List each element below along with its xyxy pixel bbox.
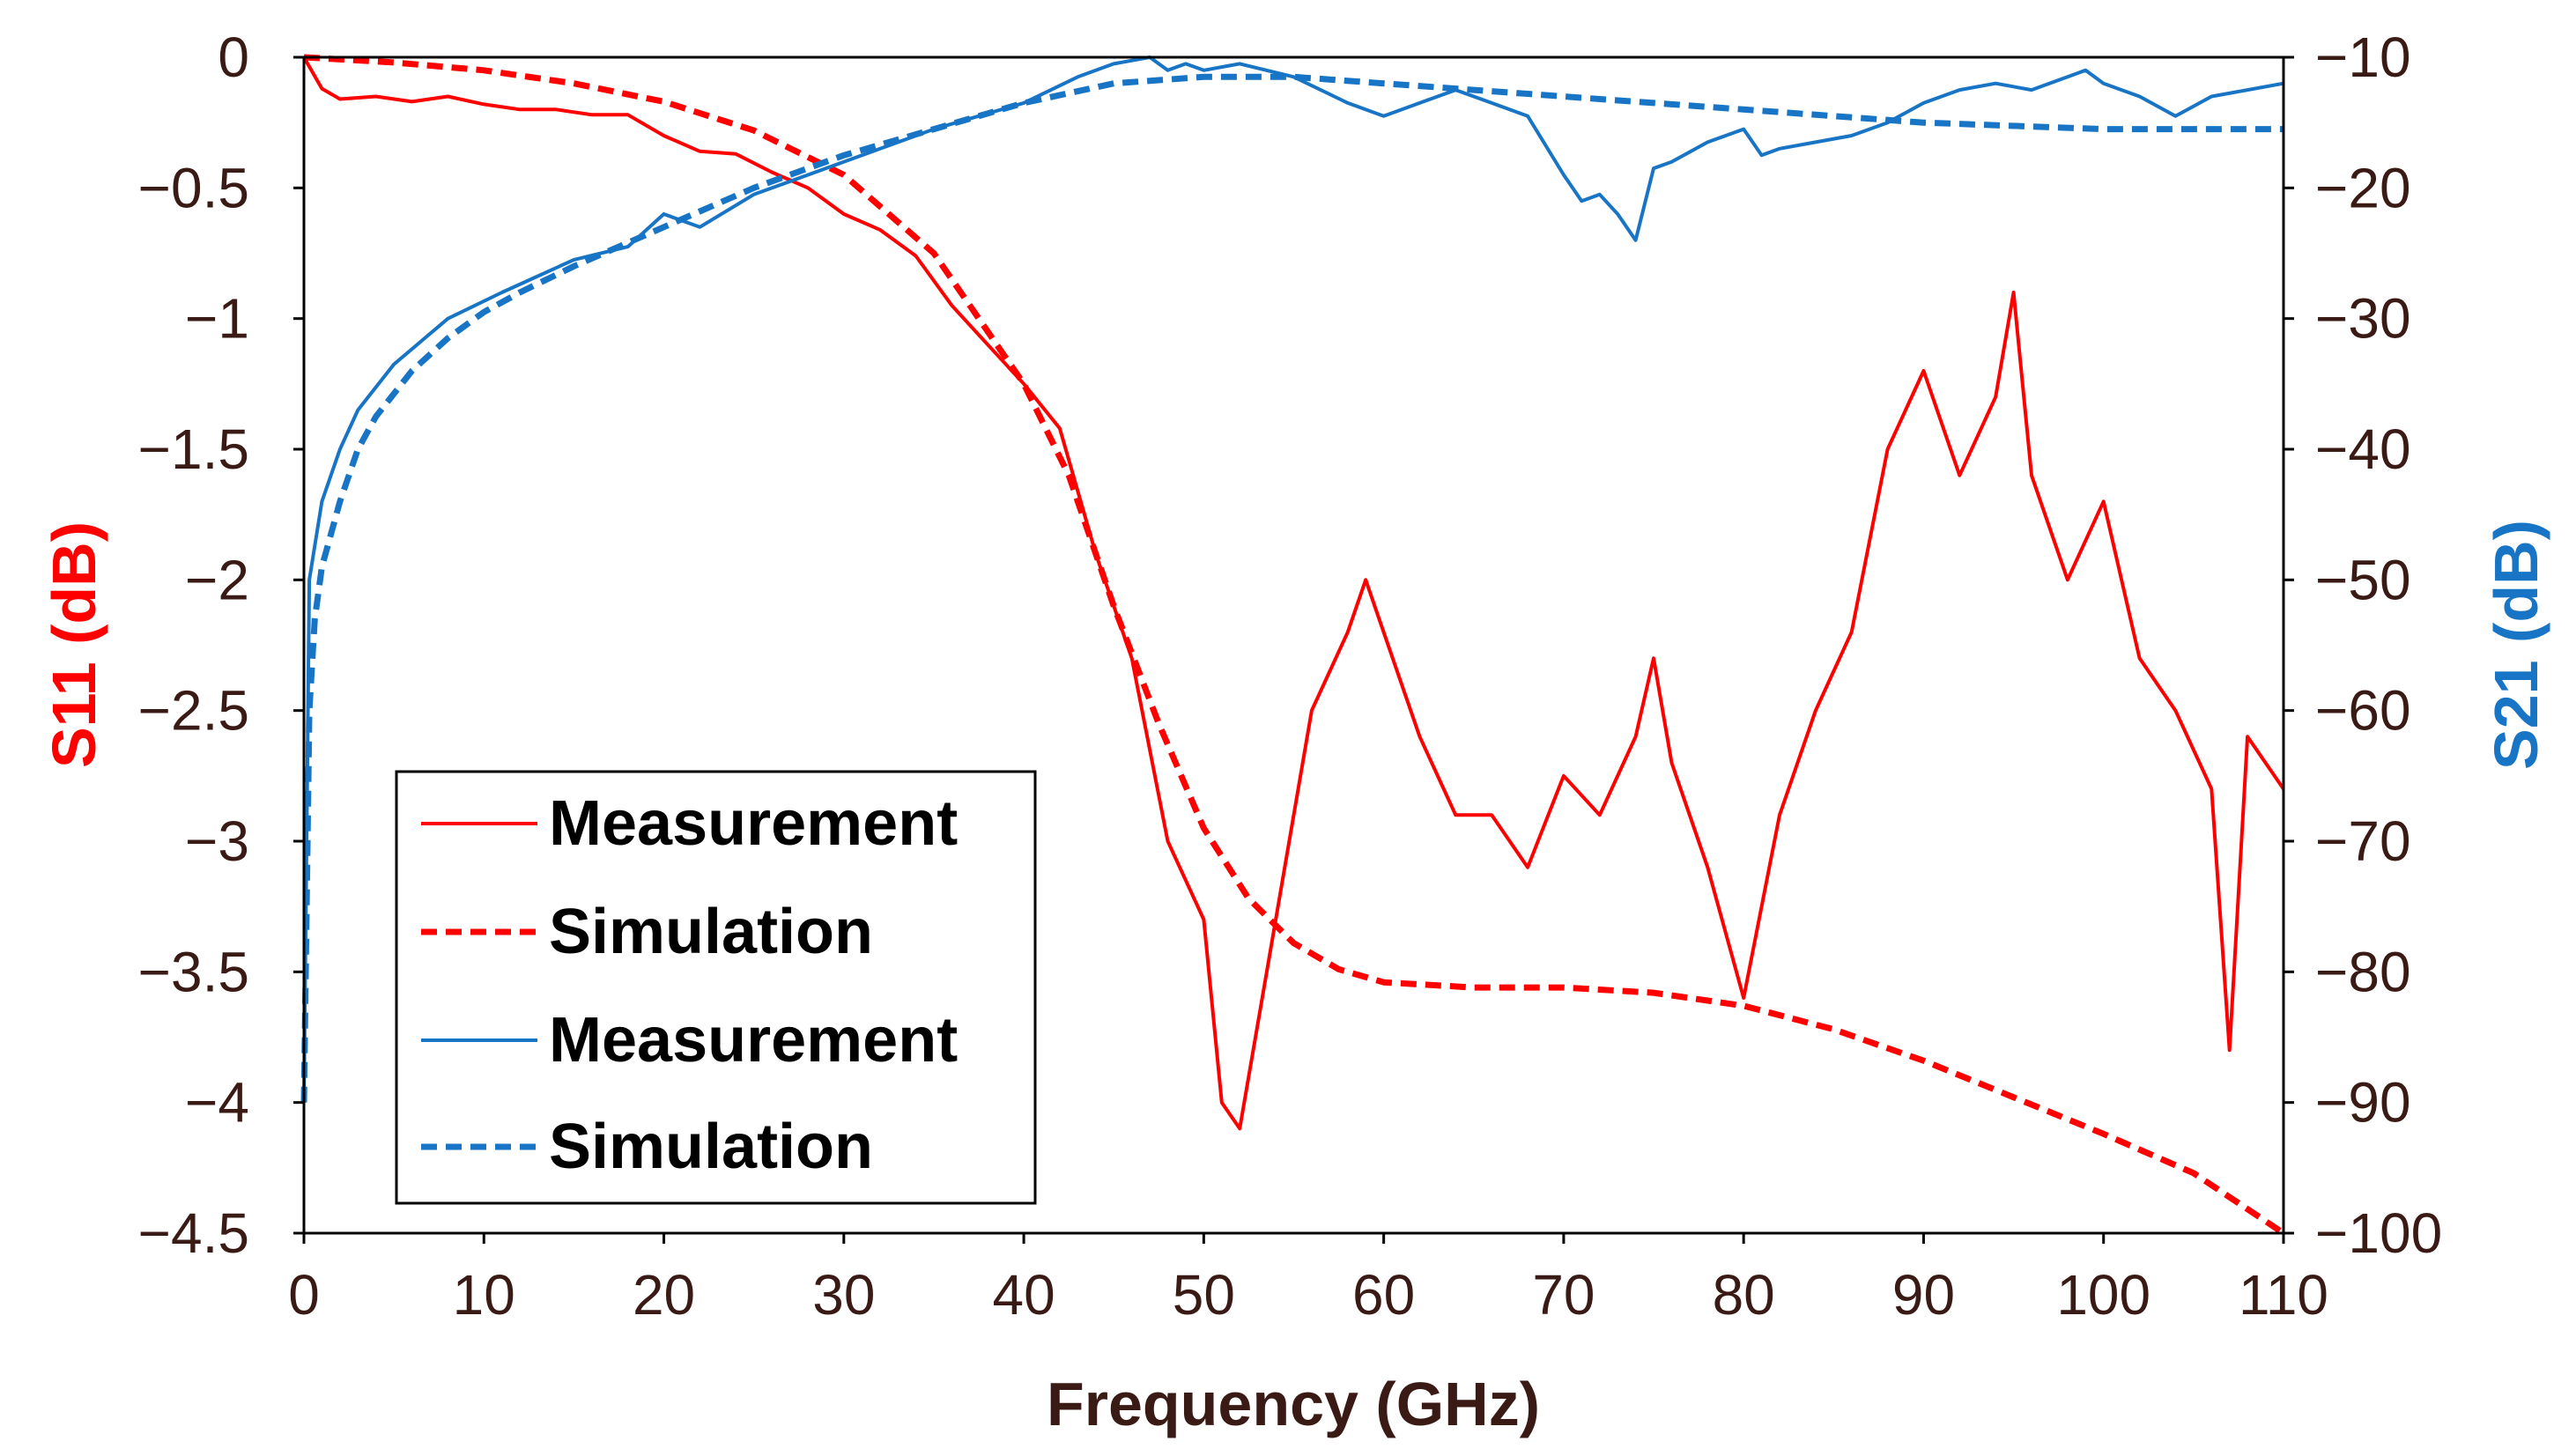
x-tick-label: 70 [1532,1263,1595,1327]
y-axis-right-title: S21 (dB) [2482,520,2550,770]
y-right-tick-label: −20 [2315,156,2411,219]
plot-lines [300,54,2285,1236]
x-tick-label: 50 [1173,1263,1235,1327]
series-line-s21-sim [300,73,2284,1103]
y-right-tick-label: −90 [2315,1071,2411,1134]
x-tick-label: 80 [1713,1263,1775,1327]
y-axis-right: −10 −20 −30 −40 −50 −60 −70 −80 −90 −100 [2284,26,2442,1265]
y-right-tick-label: −80 [2315,940,2411,1003]
x-tick-label: 100 [2056,1263,2150,1327]
y-right-tick-label: −10 [2315,26,2411,89]
x-tick-label: 60 [1352,1263,1415,1327]
y-right-tick-label: −60 [2315,679,2411,743]
y-right-tick-label: −50 [2315,548,2411,611]
series-line-s11-sim [303,54,2285,1236]
x-tick-label: 0 [288,1263,320,1327]
y-left-tick-label: −4.5 [138,1201,249,1265]
y-axis-left: 0 −0.5 −1 −1.5 −2 −2.5 −3 −3.5 −4 −4.5 [138,26,304,1265]
y-right-tick-label: −30 [2315,287,2411,351]
legend-label-s21-simulation: Simulation [549,1112,873,1182]
x-tick-label: 40 [992,1263,1055,1327]
legend-label-s21-measurement: Measurement [549,1005,958,1075]
series-line-s11-meas [302,56,2285,1131]
x-tick-label: 20 [633,1263,695,1327]
y-left-tick-label: −3.5 [138,940,249,1003]
x-tick-label: 110 [2239,1263,2328,1327]
legend-label-s11-measurement: Measurement [549,788,958,859]
y-right-tick-label: −70 [2315,809,2411,873]
legend: Measurement Simulation Measurement Simul… [395,770,1037,1205]
plot-frame [302,55,2285,1235]
y-right-tick-label: −40 [2315,418,2411,481]
x-tick-label: 30 [812,1263,875,1327]
y-left-tick-label: −2.5 [138,679,249,743]
x-axis-title: Frequency (GHz) [1047,1370,1540,1438]
legend-box [395,770,1037,1205]
y-left-tick-label: 0 [218,26,249,89]
y-right-tick-label: −100 [2315,1201,2442,1265]
x-tick-label: 90 [1892,1263,1955,1327]
y-left-tick-label: −1 [185,287,249,351]
y-left-tick-label: −4 [185,1071,249,1134]
y-axis-left-title: S11 (dB) [40,521,108,768]
x-tick-label: 10 [453,1263,515,1327]
y-left-tick-label: −1.5 [138,418,249,481]
legend-label-s11-simulation: Simulation [549,897,873,967]
y-left-tick-label: −2 [185,548,249,611]
y-left-tick-label: −3 [185,809,249,873]
y-left-tick-label: −0.5 [138,156,249,219]
x-axis: 0 10 20 30 40 50 60 70 80 90 100 110 [288,1233,2328,1327]
